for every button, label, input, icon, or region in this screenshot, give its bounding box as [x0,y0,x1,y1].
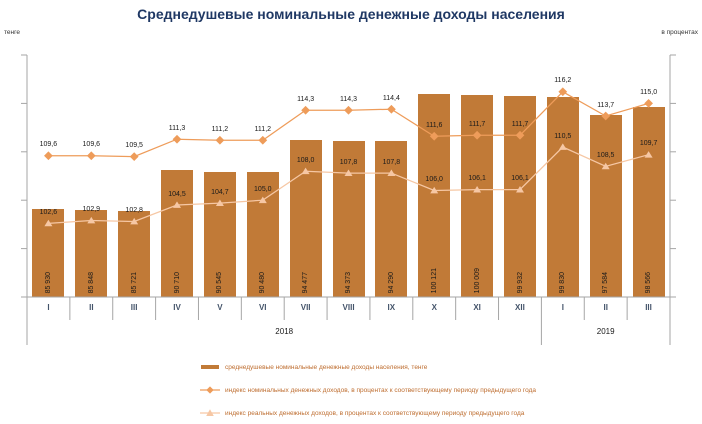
month-label: IV [173,303,181,312]
real-index-label: 108,0 [296,156,315,164]
real-index-label: 109,7 [639,140,658,148]
nominal-index-label: 109,5 [125,142,143,150]
real-index-label: 102,6 [39,208,58,216]
chart-title: Среднедушевые номинальные денежные доход… [137,6,565,22]
month-label: VIII [342,303,355,312]
month-label: VII [300,303,311,312]
nominal-index-label: 113,7 [597,101,615,109]
legend-item-bar-series: среднедушевые номинальные денежные доход… [200,362,536,372]
month-label: XII [515,303,525,312]
real-index-label: 108,5 [596,151,615,159]
nominal-index-label: 111,7 [511,120,529,128]
nominal-index-label: 109,6 [82,141,101,149]
real-index-label: 110,5 [554,132,572,140]
nominal-index-label: 111,6 [425,121,443,129]
month-label: IX [387,303,396,312]
month-label: X [431,303,437,312]
bar-series-swatch-icon [201,365,219,369]
month-label: I [47,303,50,312]
month-label: XI [473,303,481,312]
year-label: 2018 [275,327,294,336]
nominal-index-label: 111,3 [168,124,186,132]
legend-label-real-index: индекс реальных денежных доходов, в проц… [225,409,525,417]
month-label: I [561,303,564,312]
legend: среднедушевые номинальные денежные доход… [200,362,536,418]
nominal-index-label: 109,6 [39,141,58,149]
real-index-label: 105,0 [254,185,272,193]
month-label: III [645,303,652,312]
triangle-line-swatch-icon [200,409,220,416]
real-index-label: 104,5 [168,190,186,198]
real-index-label: 107,8 [382,158,401,166]
real-index-label: 106,1 [511,175,529,183]
bar [118,210,151,297]
nominal-index-label: 111,2 [254,125,272,133]
nominal-index-label: 114,3 [340,95,357,103]
nominal-index-label: 111,2 [211,125,229,133]
real-index-label: 106,1 [468,175,486,183]
nominal-index-label: 114,3 [297,95,315,103]
bar [75,209,108,297]
left-axis-unit-label: тенге [4,29,20,36]
month-label: III [130,303,138,312]
diamond-line-swatch-icon [200,386,220,394]
month-label: II [603,303,608,312]
year-label: 2019 [596,327,615,336]
real-index-label: 102,9 [82,206,101,213]
real-index-label: 102,8 [125,207,143,214]
legend-item-real-index: индекс реальных денежных доходов, в проц… [200,408,536,418]
legend-label-nominal-index: индекс номинальных денежных доходов, в п… [225,386,537,394]
nominal-index-label: 114,4 [382,94,400,102]
real-index-label: 107,8 [339,158,358,166]
real-index-label: 106,0 [425,176,443,183]
month-label: II [89,303,94,312]
month-label: VI [258,303,267,312]
legend-item-nominal-index: индекс номинальных денежных доходов, в п… [200,385,536,395]
legend-label-bar-series: среднедушевые номинальные денежные доход… [225,363,428,371]
right-axis-unit-label: в процентах [661,29,698,36]
nominal-index-label: 115,0 [640,88,658,96]
nominal-index-label: 116,2 [554,77,572,85]
month-label: V [217,303,223,312]
real-index-label: 104,7 [211,188,229,196]
nominal-index-label: 111,7 [468,120,486,128]
